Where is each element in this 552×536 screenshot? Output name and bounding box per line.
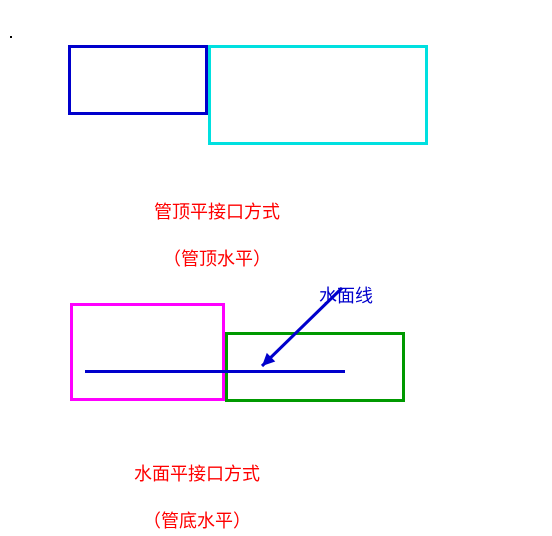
stray-dot: [10, 36, 12, 38]
top-caption-line1: 管顶平接口方式: [154, 202, 280, 222]
bottom-caption-line1: 水面平接口方式: [134, 464, 260, 484]
waterline-arrow: [242, 268, 362, 386]
bottom-left-rect: [70, 303, 225, 401]
top-left-rect: [68, 45, 208, 115]
top-right-rect: [208, 45, 428, 145]
bottom-caption-line2: （管底水平）: [143, 511, 251, 531]
bottom-caption: 水面平接口方式 （管底水平）: [125, 440, 260, 534]
top-caption: 管顶平接口方式 （管顶水平）: [145, 178, 280, 272]
top-caption-line2: （管顶水平）: [163, 249, 271, 269]
